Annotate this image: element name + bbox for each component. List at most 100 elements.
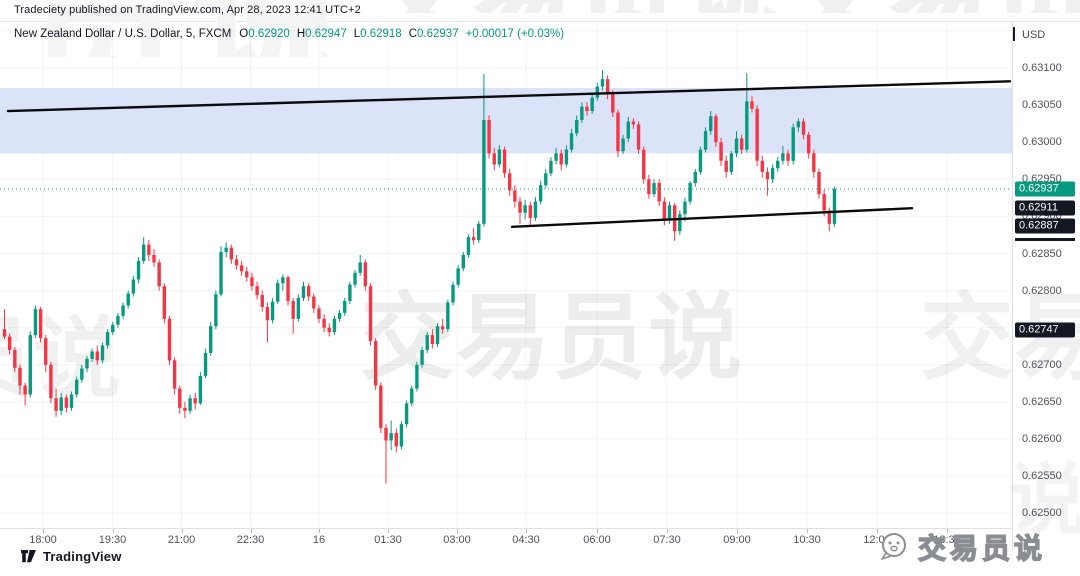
candle-body: [652, 183, 656, 195]
candle-body: [528, 205, 533, 218]
candle-body: [662, 201, 667, 221]
time-axis-tick: [250, 529, 252, 533]
candle-body: [188, 398, 192, 411]
candle-body: [28, 335, 32, 395]
candle-body: [786, 153, 790, 161]
candle-body: [611, 93, 615, 113]
candle-body: [487, 119, 491, 154]
candle-body: [626, 121, 630, 139]
candle-body: [126, 293, 130, 306]
candle-body: [760, 160, 764, 172]
upper-trendline[interactable]: [6, 80, 1012, 113]
chart-legend[interactable]: New Zealand Dollar / U.S. Dollar, 5, FXC…: [14, 28, 564, 40]
candle-body: [291, 300, 295, 319]
candle-body: [719, 142, 723, 161]
candle-body: [358, 262, 362, 273]
candle-body: [765, 171, 770, 180]
candle-body: [575, 119, 579, 134]
candle-body: [492, 153, 496, 165]
hidden-badge-sliver: [1015, 238, 1075, 242]
candle-body: [446, 302, 450, 330]
candle-body: [59, 397, 63, 411]
candle-body: [327, 327, 331, 333]
candle-body: [64, 397, 69, 408]
resistance-zone[interactable]: [0, 88, 1012, 154]
candle-body: [229, 247, 234, 260]
candle-body: [466, 237, 471, 255]
candle-body: [507, 173, 512, 191]
price-badge: 0.62747: [1015, 322, 1075, 338]
price-axis-label: 0.63050: [1022, 99, 1062, 112]
candle-body: [404, 403, 409, 425]
candle-body: [245, 271, 249, 278]
candle-body: [306, 286, 311, 297]
candle-body: [224, 247, 228, 253]
candle-body: [337, 312, 342, 319]
candle-body: [80, 368, 84, 380]
tradingview-logo[interactable]: TradingView: [20, 549, 122, 564]
candle-body: [461, 254, 465, 269]
candle-body: [49, 364, 53, 399]
price-axis-label: 0.63100: [1022, 62, 1062, 74]
axis-separator-tick: [1013, 27, 1015, 41]
price-axis[interactable]: USD 0.63100 0.63050 0.63000 0.62950 0.62900 0…: [1012, 22, 1080, 552]
time-axis[interactable]: 18:00 19:30 21:00 22:30 16 01:30 03:00 04:30 06:…: [0, 528, 1012, 553]
time-axis-tick: [947, 529, 948, 533]
time-axis-tick: [526, 529, 527, 533]
candle-body: [95, 351, 99, 361]
candle-body: [131, 279, 136, 294]
time-axis-tick: [181, 529, 183, 533]
time-axis-label: 04:30: [512, 534, 540, 546]
candle-body: [580, 106, 584, 120]
time-axis-label: 16: [312, 534, 326, 546]
lower-trendline[interactable]: [510, 207, 914, 228]
time-axis-tick: [667, 529, 668, 533]
ohlc-values: O0.62920 H0.62947 L0.62918 C0.62937: [239, 28, 465, 40]
candle-body: [698, 149, 703, 172]
time-axis-label: 07:30: [653, 534, 681, 546]
candle-body: [276, 283, 280, 302]
candle-body: [183, 407, 187, 411]
candle-body: [2, 329, 7, 337]
candle-body: [631, 121, 636, 125]
candle-body: [44, 338, 48, 365]
topbar-separator: [0, 21, 1080, 22]
candle-body: [605, 79, 610, 94]
candle-body: [781, 153, 785, 161]
candle-body: [425, 335, 429, 350]
time-axis-label: 09:00: [723, 534, 751, 546]
candle-body: [430, 335, 435, 345]
candle-body: [172, 360, 177, 389]
price-axis-label: 0.62500: [1022, 507, 1062, 520]
price-axis-label: 0.62600: [1022, 433, 1062, 445]
attribution-text: Tradeciety published on TradingView.com,…: [14, 4, 361, 16]
time-axis-label: 03:00: [443, 534, 471, 546]
candle-body: [317, 308, 321, 319]
candle-body: [234, 259, 239, 266]
time-axis-tick: [319, 529, 320, 533]
time-axis-label: 18:00: [29, 534, 57, 546]
candle-body: [549, 160, 553, 174]
candle-body: [739, 138, 744, 150]
candle-body: [23, 385, 27, 395]
candle-body: [451, 284, 455, 303]
ohlc-token: O0.62920: [239, 28, 290, 40]
candle-body: [533, 201, 538, 218]
candle-body: [410, 388, 414, 404]
candle-body: [657, 183, 661, 202]
candle-body: [703, 131, 708, 150]
candle-body: [502, 149, 507, 174]
candle-body: [38, 309, 43, 339]
candle-body: [54, 398, 58, 411]
candle-body: [219, 252, 223, 295]
candle-body: [363, 262, 368, 287]
time-axis-tick: [877, 529, 878, 533]
candle-body: [116, 315, 120, 325]
candle-body: [105, 332, 110, 346]
time-axis-label: 10:30: [793, 534, 821, 546]
candle-body: [33, 309, 38, 336]
time-axis-label: 22:30: [236, 534, 265, 546]
time-axis-tick: [597, 529, 598, 533]
candle-body: [709, 116, 713, 132]
